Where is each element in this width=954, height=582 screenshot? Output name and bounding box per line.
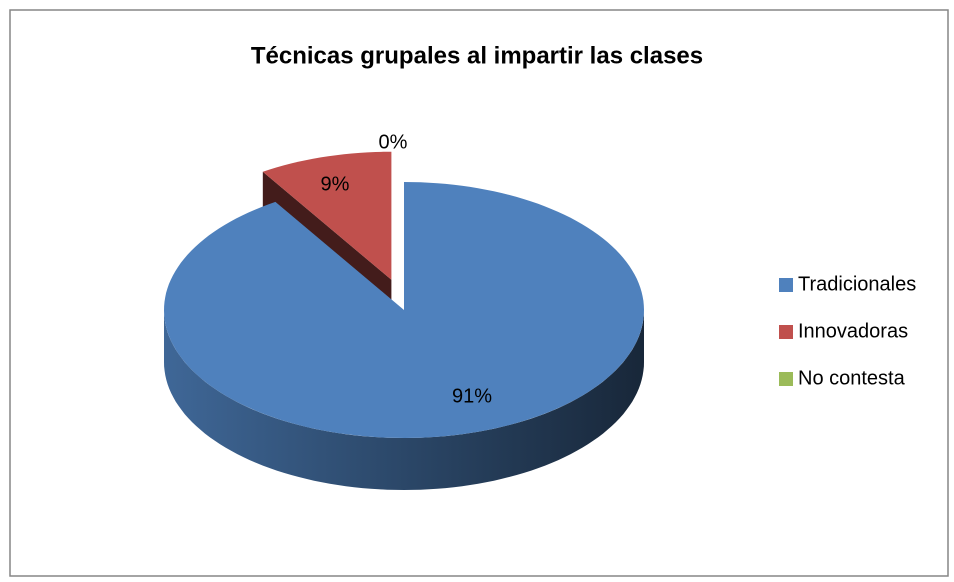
slice — [164, 182, 644, 438]
legend-label: No contesta — [798, 367, 906, 389]
data-label: 91% — [452, 385, 492, 407]
legend-swatch — [779, 372, 793, 386]
legend-label: Tradicionales — [798, 273, 916, 295]
data-label: 9% — [321, 173, 350, 195]
data-label: 0% — [379, 131, 408, 153]
legend-swatch — [779, 325, 793, 339]
legend-swatch — [779, 278, 793, 292]
slice — [262, 151, 392, 280]
slice-side — [164, 310, 644, 490]
chart-title: Técnicas grupales al impartir las clases — [251, 42, 703, 69]
legend-label: Innovadoras — [798, 320, 908, 342]
